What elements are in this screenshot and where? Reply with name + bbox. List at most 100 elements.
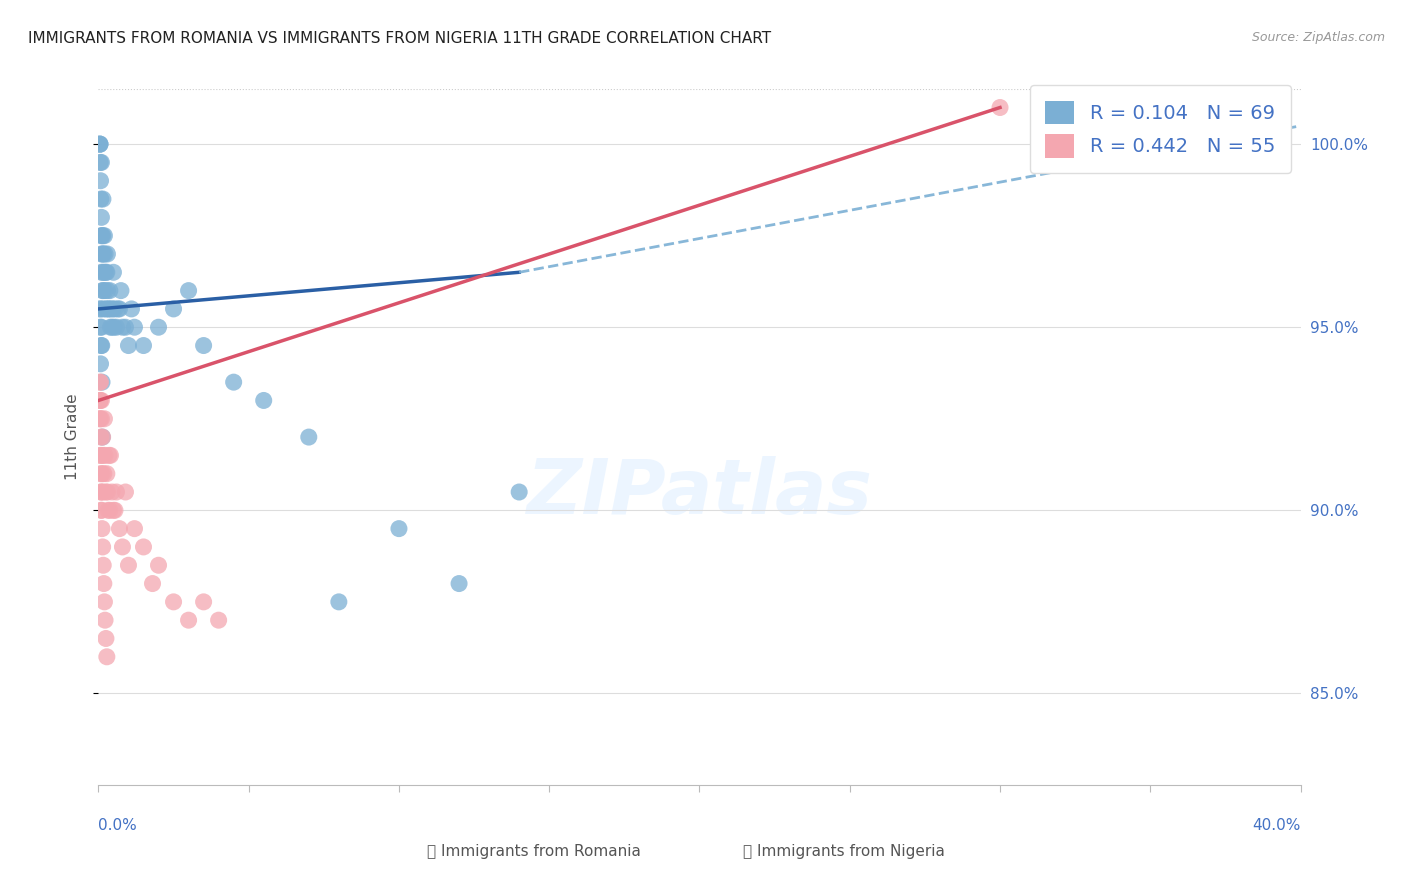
Point bbox=[148, 320, 170, 334]
Point bbox=[162, 595, 184, 609]
Point bbox=[132, 338, 155, 352]
Text: IMMIGRANTS FROM ROMANIA VS IMMIGRANTS FROM NIGERIA 11TH GRADE CORRELATION CHART: IMMIGRANTS FROM ROMANIA VS IMMIGRANTS FR… bbox=[28, 31, 772, 46]
Point bbox=[89, 174, 111, 188]
Point bbox=[89, 375, 111, 389]
Point bbox=[90, 393, 112, 408]
Point bbox=[94, 632, 117, 646]
Point bbox=[96, 649, 118, 664]
Point bbox=[91, 430, 114, 444]
Point bbox=[89, 137, 111, 152]
Point bbox=[89, 301, 111, 316]
Point bbox=[100, 301, 122, 316]
Point bbox=[94, 265, 117, 279]
Point bbox=[94, 247, 117, 261]
Point bbox=[91, 558, 114, 573]
Point bbox=[94, 284, 117, 298]
Point bbox=[94, 485, 117, 500]
Point bbox=[89, 449, 111, 463]
Point bbox=[91, 228, 114, 243]
Point bbox=[117, 338, 139, 352]
Point bbox=[193, 595, 215, 609]
Point bbox=[98, 503, 121, 517]
Point bbox=[101, 485, 124, 500]
Text: ⬜ Immigrants from Nigeria: ⬜ Immigrants from Nigeria bbox=[742, 845, 945, 859]
Point bbox=[89, 155, 111, 169]
Point bbox=[91, 247, 114, 261]
Point bbox=[90, 411, 112, 425]
Point bbox=[104, 503, 127, 517]
Point bbox=[100, 449, 122, 463]
Point bbox=[89, 375, 111, 389]
Point bbox=[388, 522, 411, 536]
Point bbox=[101, 320, 124, 334]
Text: ZIPatlas: ZIPatlas bbox=[526, 456, 873, 530]
Point bbox=[94, 449, 117, 463]
Point bbox=[94, 301, 117, 316]
Point bbox=[103, 320, 125, 334]
Point bbox=[96, 265, 118, 279]
Point bbox=[124, 522, 146, 536]
Point bbox=[89, 137, 111, 152]
Point bbox=[93, 265, 115, 279]
Point bbox=[91, 540, 114, 554]
Point bbox=[114, 320, 136, 334]
Point bbox=[141, 576, 163, 591]
Point bbox=[93, 576, 115, 591]
Point bbox=[162, 301, 184, 316]
Point bbox=[90, 265, 112, 279]
Point bbox=[148, 558, 170, 573]
Point bbox=[89, 411, 111, 425]
Point bbox=[328, 595, 350, 609]
Point bbox=[91, 192, 114, 206]
Point bbox=[117, 558, 139, 573]
Point bbox=[110, 284, 132, 298]
Point bbox=[89, 137, 111, 152]
Text: 0.0%: 0.0% bbox=[98, 818, 138, 832]
Point bbox=[90, 485, 112, 500]
Point bbox=[89, 320, 111, 334]
Point bbox=[91, 467, 114, 481]
Point bbox=[177, 284, 200, 298]
Point bbox=[114, 485, 136, 500]
Point bbox=[94, 613, 117, 627]
Point bbox=[93, 467, 115, 481]
Point bbox=[105, 320, 128, 334]
Text: 40.0%: 40.0% bbox=[1253, 818, 1301, 832]
Point bbox=[177, 613, 200, 627]
Point bbox=[101, 301, 124, 316]
Point bbox=[91, 375, 114, 389]
Point bbox=[103, 265, 125, 279]
Point bbox=[90, 155, 112, 169]
Point bbox=[103, 503, 125, 517]
Point bbox=[90, 338, 112, 352]
Point bbox=[90, 228, 112, 243]
Point bbox=[93, 247, 115, 261]
Point bbox=[91, 228, 114, 243]
Point bbox=[447, 576, 470, 591]
Point bbox=[90, 338, 112, 352]
Point bbox=[90, 430, 112, 444]
Point bbox=[90, 485, 112, 500]
Point bbox=[97, 503, 120, 517]
Point bbox=[108, 522, 131, 536]
Point bbox=[91, 430, 114, 444]
Point bbox=[90, 301, 112, 316]
Point bbox=[193, 338, 215, 352]
Legend: R = 0.104   N = 69, R = 0.442   N = 55: R = 0.104 N = 69, R = 0.442 N = 55 bbox=[1029, 85, 1291, 173]
Point bbox=[132, 540, 155, 554]
Point bbox=[107, 301, 129, 316]
Point bbox=[111, 540, 134, 554]
Point bbox=[124, 320, 146, 334]
Point bbox=[91, 449, 114, 463]
Point bbox=[90, 192, 112, 206]
Point bbox=[111, 320, 134, 334]
Point bbox=[93, 228, 115, 243]
Point bbox=[89, 357, 111, 371]
Point bbox=[97, 301, 120, 316]
Point bbox=[96, 247, 118, 261]
Point bbox=[90, 503, 112, 517]
Point bbox=[89, 411, 111, 425]
Point bbox=[104, 301, 127, 316]
Point bbox=[90, 320, 112, 334]
Point bbox=[90, 211, 112, 225]
